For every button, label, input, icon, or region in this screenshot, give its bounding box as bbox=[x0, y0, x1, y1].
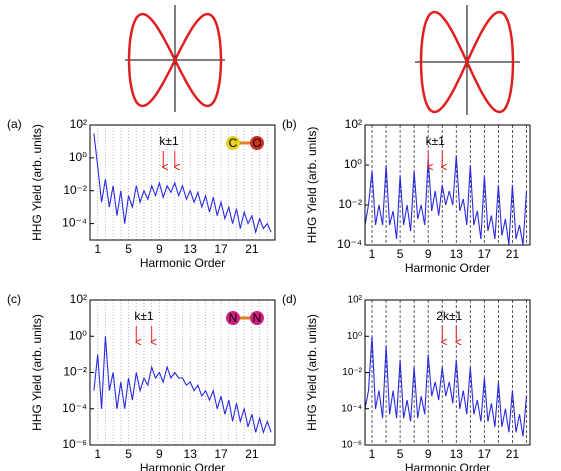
series-line bbox=[364, 155, 528, 246]
y-axis-label: HHG Yield (arb. units) bbox=[305, 314, 319, 431]
y-tick-label: 10⁰ bbox=[347, 331, 362, 342]
molecule-atom bbox=[226, 136, 240, 150]
y-tick-label: 10² bbox=[345, 117, 362, 131]
molecule-atom-label: C bbox=[229, 136, 238, 150]
x-tick-label: 5 bbox=[125, 242, 132, 256]
x-tick-label: 17 bbox=[478, 247, 492, 261]
molecule-atom-label: N bbox=[253, 311, 262, 325]
panel: 1 5 9 13 17 21 10² 10⁰ 10⁻² 10⁻⁴ (a) Harmonic Order… bbox=[7, 117, 276, 270]
y-tick-label: 10⁰ bbox=[69, 328, 87, 342]
molecule-atom bbox=[250, 136, 264, 150]
y-tick-label: 10⁻² bbox=[63, 365, 87, 379]
molecule-atom bbox=[226, 311, 240, 325]
series-line bbox=[364, 336, 528, 437]
y-tick-label: 10⁻⁶ bbox=[62, 437, 87, 451]
polarization-left bbox=[125, 5, 225, 112]
y-tick-label: 10⁰ bbox=[344, 157, 362, 171]
panel-label: (c) bbox=[7, 292, 21, 306]
x-axis-label: Harmonic Order bbox=[405, 461, 490, 471]
y-axis-label: HHG Yield (arb. units) bbox=[30, 124, 44, 241]
panel: 1 5 9 13 17 21 10² 10⁰ 10⁻² 10⁻⁴ 10⁻⁶ (c) Harmonic O… bbox=[7, 292, 276, 471]
molecule-atom-label: N bbox=[229, 311, 238, 325]
y-tick-label: 10² bbox=[70, 117, 87, 131]
x-tick-label: 13 bbox=[184, 242, 198, 256]
x-tick-label: 21 bbox=[245, 242, 259, 256]
x-tick-label: 21 bbox=[245, 447, 259, 461]
plot-frame bbox=[364, 299, 531, 446]
annotation: k±1 bbox=[426, 134, 446, 148]
y-tick-label: 10⁻⁴ bbox=[62, 401, 87, 415]
panel: 1 5 9 13 17 21 10² 10⁰ 10⁻² 10⁻⁴ 10⁻⁶ (d) Harmonic O… bbox=[282, 292, 531, 471]
panel-label: (b) bbox=[282, 117, 297, 131]
x-tick-label: 9 bbox=[156, 447, 163, 461]
x-tick-label: 5 bbox=[397, 447, 404, 461]
x-tick-label: 5 bbox=[125, 447, 132, 461]
annotation: 2k±1 bbox=[436, 309, 462, 323]
y-tick-label: 10² bbox=[348, 295, 363, 306]
x-tick-label: 13 bbox=[450, 447, 464, 461]
y-tick-label: 10⁻⁴ bbox=[337, 237, 362, 251]
panel-label: (a) bbox=[7, 117, 22, 131]
x-tick-label: 21 bbox=[506, 447, 520, 461]
x-tick-label: 9 bbox=[425, 247, 432, 261]
series-line bbox=[93, 336, 272, 435]
panel-label: (d) bbox=[282, 292, 297, 306]
x-tick-label: 17 bbox=[478, 447, 492, 461]
x-axis-label: Harmonic Order bbox=[405, 261, 490, 275]
y-tick-label: 10⁰ bbox=[69, 150, 87, 164]
y-tick-label: 10⁻⁴ bbox=[62, 216, 87, 230]
y-tick-label: 10⁻² bbox=[338, 197, 362, 211]
y-tick-label: 10⁻² bbox=[63, 183, 87, 197]
plot-frame bbox=[89, 124, 276, 241]
x-tick-label: 1 bbox=[94, 447, 101, 461]
y-tick-label: 10² bbox=[70, 292, 87, 306]
x-tick-label: 1 bbox=[94, 242, 101, 256]
y-tick-label: 10⁻⁶ bbox=[341, 440, 362, 451]
x-tick-label: 17 bbox=[214, 447, 228, 461]
plot-frame bbox=[364, 124, 531, 246]
x-tick-label: 1 bbox=[369, 247, 376, 261]
series-line bbox=[93, 133, 272, 235]
panel: 1 5 9 13 17 21 10² 10⁰ 10⁻² 10⁻⁴ (b) Harmonic Order… bbox=[282, 117, 531, 275]
x-tick-label: 17 bbox=[214, 242, 228, 256]
x-tick-label: 13 bbox=[450, 247, 464, 261]
y-axis-label: HHG Yield (arb. units) bbox=[30, 314, 44, 431]
x-axis-label: Harmonic Order bbox=[140, 256, 225, 270]
y-axis-label: HHG Yield (arb. units) bbox=[305, 127, 319, 244]
annotation: k±1 bbox=[134, 309, 154, 323]
y-tick-label: 10⁻² bbox=[342, 367, 362, 378]
x-tick-label: 13 bbox=[184, 447, 198, 461]
molecule-atom bbox=[250, 311, 264, 325]
x-tick-label: 1 bbox=[369, 447, 376, 461]
x-axis-label: Harmonic Order bbox=[140, 461, 225, 471]
molecule-atom-label: O bbox=[252, 136, 261, 150]
x-tick-label: 5 bbox=[397, 247, 404, 261]
y-tick-label: 10⁻⁴ bbox=[341, 403, 362, 414]
annotation: k±1 bbox=[159, 134, 179, 148]
x-tick-label: 21 bbox=[506, 247, 520, 261]
polarization-right bbox=[415, 5, 520, 115]
plot-frame bbox=[89, 299, 276, 446]
x-tick-label: 9 bbox=[156, 242, 163, 256]
x-tick-label: 9 bbox=[425, 447, 432, 461]
